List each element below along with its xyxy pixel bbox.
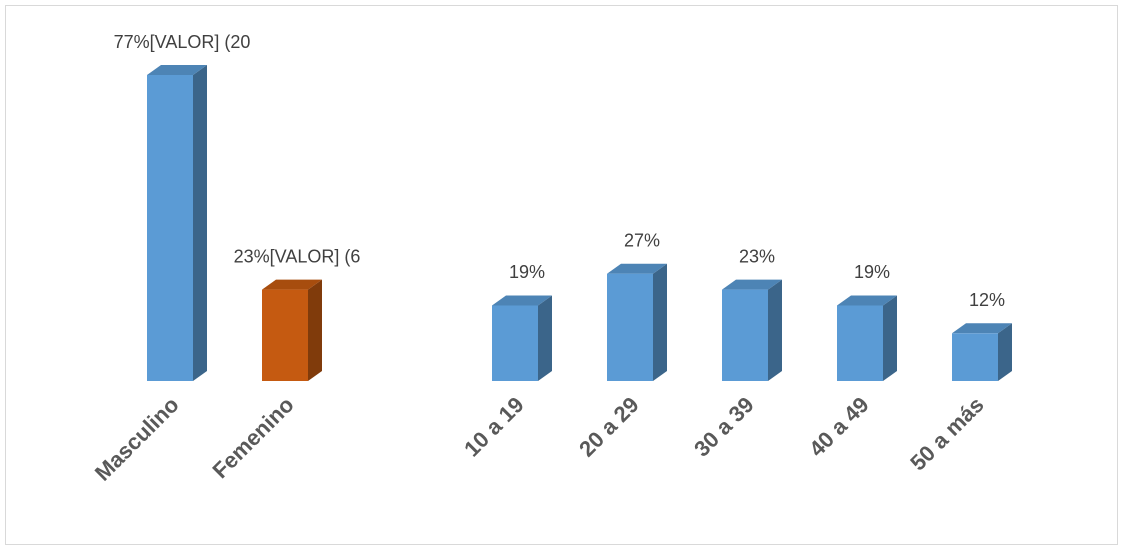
bar-side <box>998 323 1012 381</box>
bar-side <box>768 279 782 381</box>
value-label: 19% <box>509 262 545 282</box>
bar-front <box>147 75 193 381</box>
bar <box>607 263 667 381</box>
bar-side <box>883 295 897 381</box>
value-label: 77%[VALOR] (20 <box>114 32 251 52</box>
bar-top <box>147 65 207 75</box>
bar-top <box>262 279 322 290</box>
bar <box>837 295 897 381</box>
bar-front <box>262 289 308 381</box>
bar-side <box>538 295 552 381</box>
bar-front <box>837 305 883 381</box>
bar-front <box>492 305 538 381</box>
bar-top <box>722 279 782 290</box>
bar-front <box>722 289 768 381</box>
value-label: 12% <box>969 290 1005 310</box>
bar <box>722 279 782 381</box>
value-label: 23%[VALOR] (6 <box>234 246 361 266</box>
bar-front <box>607 273 653 381</box>
bar-side <box>653 263 667 381</box>
bar-side <box>193 65 207 381</box>
bar <box>952 323 1012 381</box>
bar-top <box>837 295 897 306</box>
bar <box>147 65 207 381</box>
value-label: 19% <box>854 262 890 282</box>
bar <box>262 279 322 381</box>
bar-top <box>952 323 1012 334</box>
bar-front <box>952 333 998 381</box>
bar-side <box>308 279 322 381</box>
bar-top <box>492 295 552 306</box>
value-label: 23% <box>739 246 775 266</box>
bar <box>492 295 552 381</box>
bar-top <box>607 263 667 274</box>
value-label: 27% <box>624 230 660 250</box>
